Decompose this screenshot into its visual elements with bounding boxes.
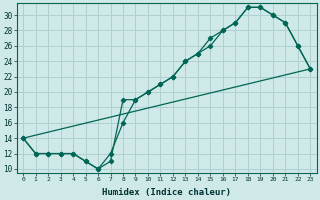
X-axis label: Humidex (Indice chaleur): Humidex (Indice chaleur) <box>102 188 231 197</box>
